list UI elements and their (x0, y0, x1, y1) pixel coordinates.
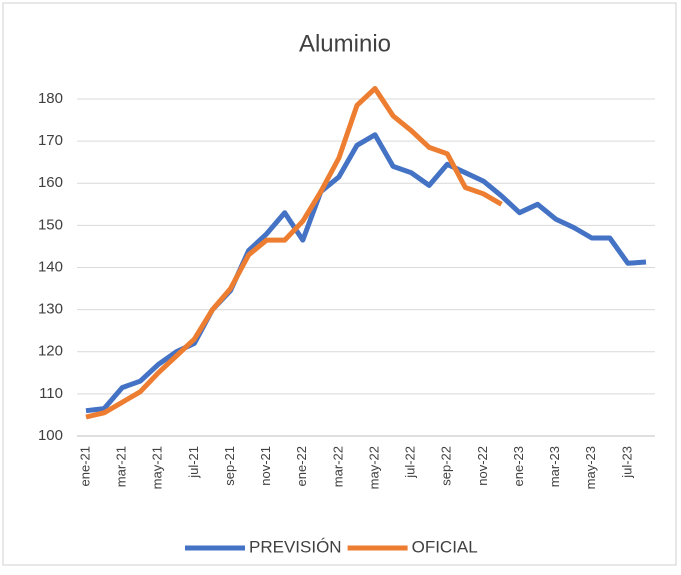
y-tick-label: 130 (38, 301, 63, 318)
x-tick-label: ene-23 (511, 446, 526, 486)
x-tick-label: sep-22 (439, 446, 454, 486)
legend-label: PREVISIÓN (249, 537, 342, 556)
x-tick-label: sep-21 (222, 446, 237, 486)
y-tick-label: 180 (38, 90, 63, 107)
x-tick-label: jul-23 (619, 446, 634, 479)
y-tick-label: 140 (38, 258, 63, 275)
chart-title: Aluminio (299, 30, 391, 57)
y-tick-label: 150 (38, 216, 63, 233)
x-tick-label: jul-22 (403, 446, 418, 479)
x-tick-label: ene-22 (294, 446, 309, 486)
x-tick-label: may-21 (150, 446, 165, 489)
y-tick-label: 120 (38, 343, 63, 360)
y-tick-label: 110 (39, 385, 63, 402)
x-tick-label: may-23 (583, 446, 598, 489)
y-tick-label: 100 (38, 427, 63, 444)
x-tick-label: mar-22 (330, 446, 345, 487)
x-tick-label: mar-23 (547, 446, 562, 487)
x-tick-label: nov-21 (258, 446, 273, 486)
legend-label: OFICIAL (412, 537, 478, 556)
series-line (85, 86, 503, 420)
x-tick-label: ene-21 (77, 446, 92, 486)
x-tick-label: jul-21 (186, 446, 201, 479)
y-tick-label: 170 (38, 132, 63, 149)
x-tick-label: nov-22 (475, 446, 490, 486)
chart-frame (2, 2, 677, 566)
x-tick-label: mar-21 (114, 446, 129, 487)
x-tick-label: may-22 (366, 446, 381, 489)
y-tick-label: 160 (38, 174, 63, 191)
